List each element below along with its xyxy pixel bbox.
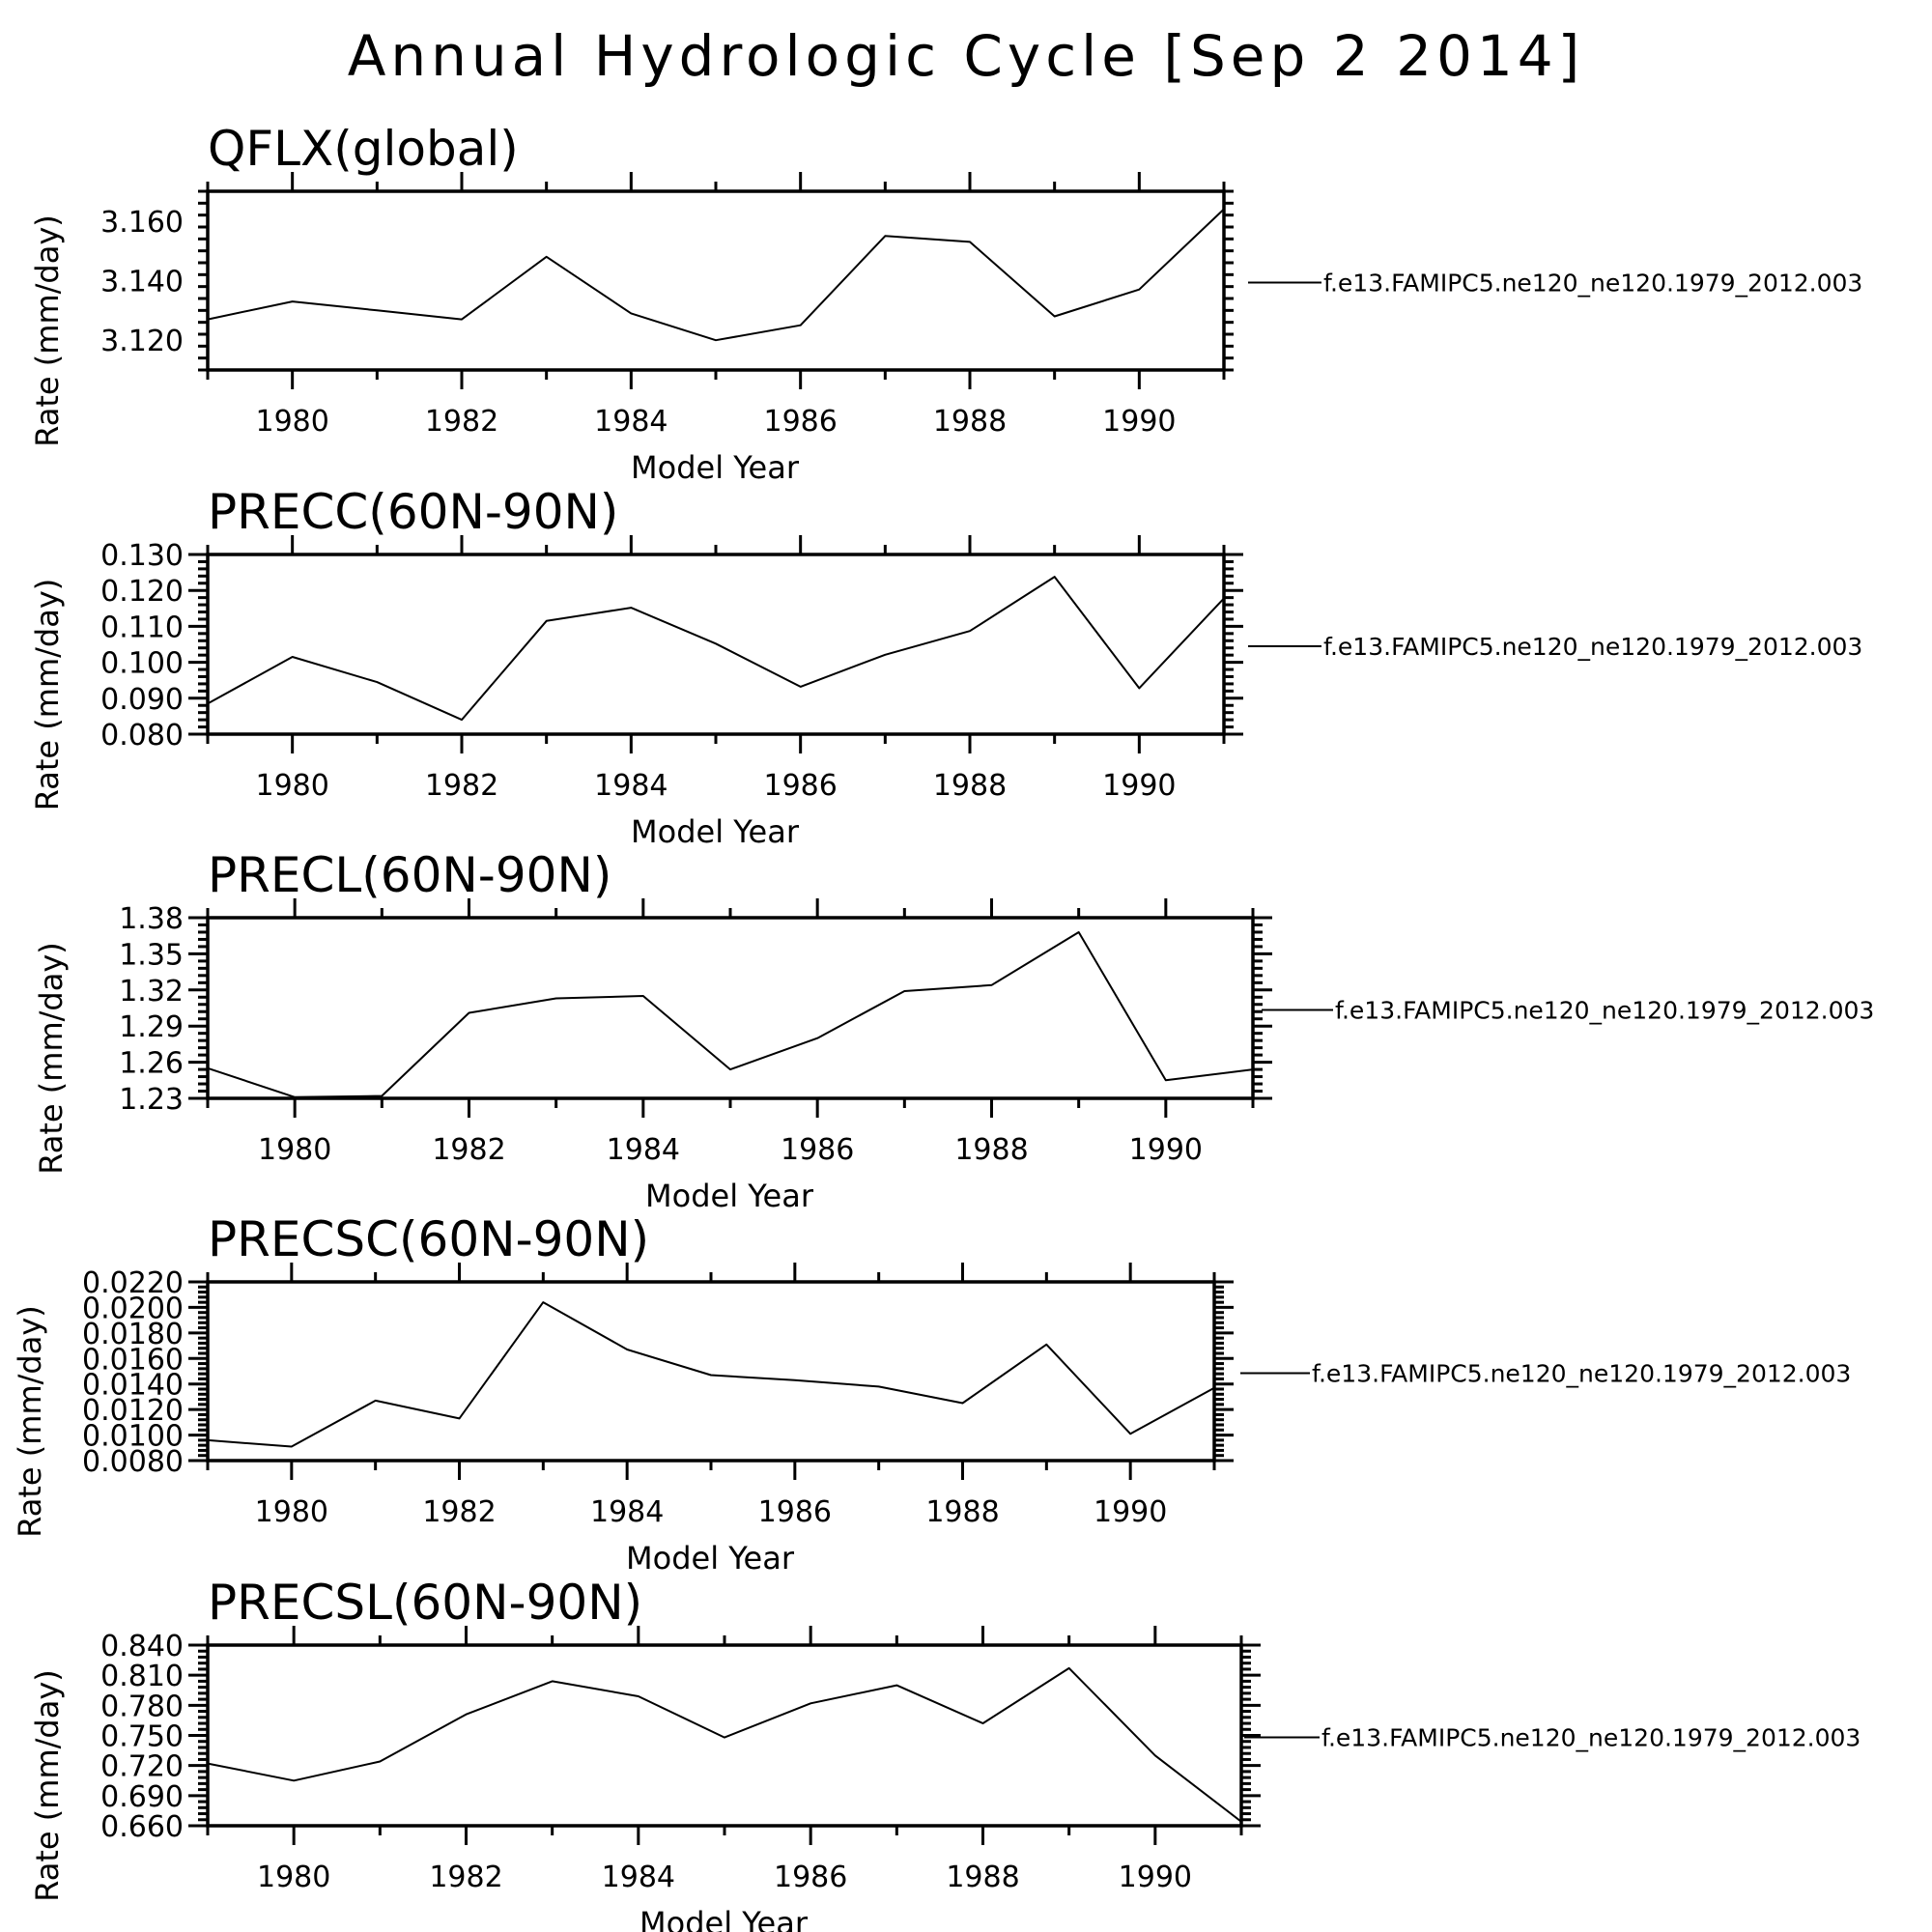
x-axis-label: Model Year — [631, 449, 800, 486]
y-axis-label: Rate (mm/day) — [12, 1305, 48, 1538]
x-tick-label: 1986 — [763, 405, 837, 439]
y-tick-label: 0.130 — [100, 539, 184, 573]
y-tick-label: 0.120 — [100, 575, 184, 609]
panel-5: 1980 1982 1984 1986 1988 19900.6600.6900.7200… — [29, 1575, 1861, 1932]
x-tick-label: 1986 — [781, 1133, 854, 1167]
series-line — [207, 576, 1225, 722]
y-tick-label: 1.32 — [119, 975, 184, 1009]
y-axis-label: Rate (mm/day) — [29, 1669, 66, 1902]
x-tick-label: 1984 — [594, 405, 668, 439]
x-tick-label: 1982 — [425, 405, 498, 439]
legend-label: f.e13.FAMIPC5.ne120_ne120.1979_2012.003 — [1323, 270, 1862, 298]
panel-title: PRECL(60N-90N) — [208, 847, 611, 903]
y-tick-label: 1.23 — [119, 1083, 184, 1117]
y-tick-label: 0.0180 — [82, 1318, 184, 1351]
panel-4: 1980 1982 1984 1986 1988 19900.00800.01000.01… — [12, 1211, 1851, 1577]
y-tick-label: 0.660 — [100, 1810, 184, 1844]
x-axis-label: Model Year — [645, 1178, 814, 1214]
x-tick-label: 1984 — [590, 1495, 664, 1529]
y-tick-label: 0.690 — [100, 1780, 184, 1814]
series-line — [207, 1666, 1242, 1823]
y-tick-label: 0.090 — [100, 683, 184, 717]
panel-title: PRECSC(60N-90N) — [208, 1211, 649, 1267]
y-tick-label: 0.780 — [100, 1690, 184, 1723]
x-tick-label: 1982 — [422, 1495, 496, 1529]
x-tick-label: 1990 — [1102, 769, 1176, 803]
x-tick-label: 1984 — [594, 769, 668, 803]
x-tick-label: 1990 — [1119, 1861, 1192, 1894]
legend-label: f.e13.FAMIPC5.ne120_ne120.1979_2012.003 — [1335, 997, 1874, 1025]
y-tick-label: 0.0100 — [82, 1420, 184, 1454]
panel-title: PRECC(60N-90N) — [208, 484, 618, 540]
series-line — [207, 208, 1225, 342]
series-line — [207, 1301, 1215, 1448]
y-tick-label: 0.0140 — [82, 1369, 184, 1403]
y-tick-label: 3.140 — [100, 266, 184, 299]
plot-frame — [206, 189, 1226, 372]
x-axis-label: Model Year — [639, 1905, 809, 1932]
series-line — [207, 931, 1254, 1098]
y-tick-label: 0.080 — [100, 719, 184, 753]
x-tick-label: 1984 — [607, 1133, 680, 1167]
y-tick-label: 0.720 — [100, 1750, 184, 1784]
x-tick-label: 1988 — [933, 769, 1007, 803]
plot-frame — [206, 1280, 1216, 1463]
x-tick-label: 1986 — [763, 769, 837, 803]
x-tick-label: 1980 — [258, 1133, 331, 1167]
x-tick-label: 1980 — [255, 769, 328, 803]
x-tick-label: 1990 — [1102, 405, 1176, 439]
x-tick-label: 1980 — [257, 1861, 330, 1894]
y-axis-label: Rate (mm/day) — [33, 942, 70, 1175]
x-tick-label: 1982 — [425, 769, 498, 803]
x-tick-label: 1988 — [946, 1861, 1019, 1894]
y-tick-label: 0.750 — [100, 1720, 184, 1754]
x-tick-label: 1988 — [954, 1133, 1028, 1167]
x-tick-label: 1984 — [602, 1861, 675, 1894]
panel-title: QFLX(global) — [208, 121, 519, 177]
x-tick-label: 1990 — [1129, 1133, 1203, 1167]
x-axis-label: Model Year — [626, 1540, 795, 1577]
y-tick-label: 0.810 — [100, 1660, 184, 1693]
legend-label: f.e13.FAMIPC5.ne120_ne120.1979_2012.003 — [1323, 633, 1862, 661]
x-tick-label: 1980 — [255, 1495, 328, 1529]
y-tick-label: 0.0120 — [82, 1394, 184, 1428]
x-tick-label: 1990 — [1094, 1495, 1167, 1529]
legend-label: f.e13.FAMIPC5.ne120_ne120.1979_2012.003 — [1312, 1360, 1851, 1388]
y-tick-label: 0.0080 — [82, 1445, 184, 1479]
panel-3: 1980 1982 1984 1986 1988 1990 1.231.261.291.32… — [33, 847, 1874, 1214]
y-tick-label: 1.29 — [119, 1010, 184, 1044]
y-tick-label: 1.35 — [119, 938, 184, 972]
y-tick-label: 1.38 — [119, 902, 184, 936]
x-tick-label: 1982 — [432, 1133, 505, 1167]
figure-title: Annual Hydrologic Cycle [Sep 2 2014] — [348, 23, 1585, 89]
x-tick-label: 1980 — [255, 405, 328, 439]
x-tick-label: 1988 — [925, 1495, 999, 1529]
x-tick-label: 1986 — [774, 1861, 847, 1894]
legend-label: f.e13.FAMIPC5.ne120_ne120.1979_2012.003 — [1321, 1724, 1861, 1752]
y-tick-label: 0.0220 — [82, 1266, 184, 1300]
y-axis-label: Rate (mm/day) — [29, 214, 66, 447]
y-tick-label: 1.26 — [119, 1047, 184, 1081]
y-tick-label: 0.840 — [100, 1630, 184, 1663]
y-tick-label: 0.110 — [100, 611, 184, 644]
panel-2: 1980 1982 1984 1986 1988 19900.0800.0900.1000… — [29, 484, 1862, 850]
y-tick-label: 0.100 — [100, 647, 184, 681]
y-tick-label: 3.160 — [100, 206, 184, 240]
x-axis-label: Model Year — [631, 813, 800, 850]
x-tick-label: 1982 — [429, 1861, 502, 1894]
y-tick-label: 0.0200 — [82, 1292, 184, 1325]
x-tick-label: 1986 — [758, 1495, 832, 1529]
panel-title: PRECSL(60N-90N) — [208, 1575, 642, 1631]
plot-frame — [206, 916, 1255, 1100]
x-tick-label: 1988 — [933, 405, 1007, 439]
y-axis-label: Rate (mm/day) — [29, 579, 66, 811]
y-tick-label: 0.0160 — [82, 1343, 184, 1377]
plot-frame — [206, 1643, 1243, 1828]
panel-1: 1980 1982 1984 1986 1988 1990 3.120 3.140 3.160 Q… — [29, 121, 1862, 486]
y-tick-label: 3.120 — [100, 325, 184, 358]
